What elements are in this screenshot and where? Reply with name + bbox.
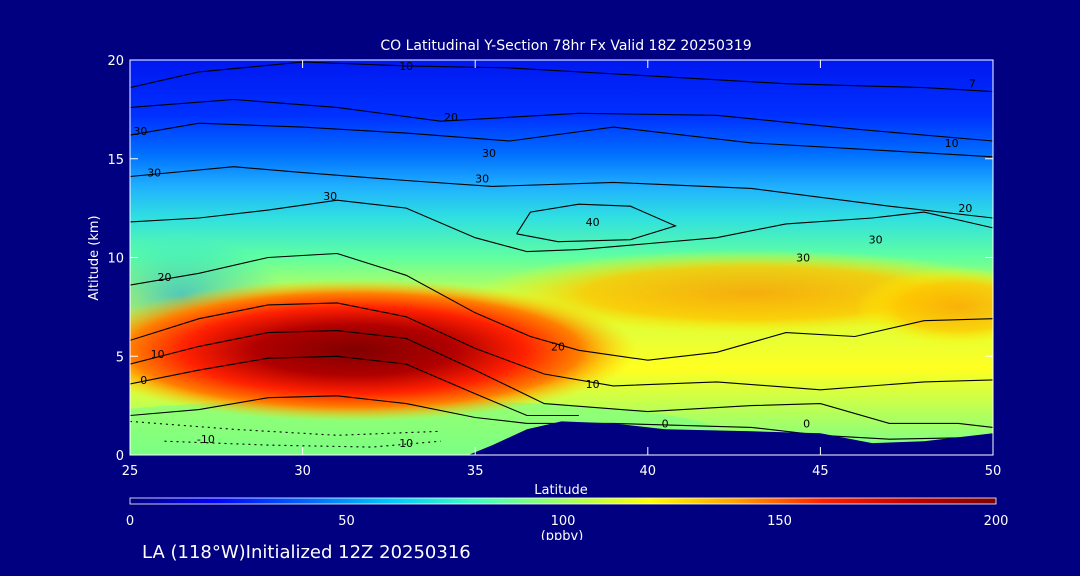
footer-info: LA (118°W)Initialized 12Z 20250316 [142,542,471,563]
contour-label: 30 [133,125,147,138]
contour-label: 0 [803,417,810,430]
contour-label: 20 [551,340,565,353]
contour-lines [130,61,993,448]
contour-line [130,355,579,417]
colorbar-tick-label: 200 [984,514,1009,529]
x-tick-label: 30 [294,464,311,479]
y-tick-label: 5 [116,350,124,365]
x-axis-label: Latitude [534,483,588,498]
contour-label: 30 [147,167,161,180]
contour-label: 30 [323,190,337,203]
contour-label: 10 [399,60,413,73]
x-tick-label: 50 [985,464,1002,479]
contour-label: 20 [958,202,972,215]
contour-label: 0 [140,374,147,387]
y-tick-label: 20 [107,54,124,69]
y-axis-label: Altitude (km) [87,215,102,300]
plot-area: 10 7 20 10 30 30 30 30 30 20 40 30 30 20 10 20 0 10 0 0 -10 1… [130,60,993,455]
orange-region-east [854,267,993,347]
plume-core [130,279,638,422]
colorbar-ticks: 0 50 100 150 200 [126,514,1009,529]
contour-line [130,61,993,93]
contour-label: 20 [444,111,458,124]
colorbar-tick-label: 100 [551,514,576,529]
x-tick-label: 40 [640,464,657,479]
contour-label: 7 [969,78,976,91]
colorbar-tick-label: 50 [338,514,355,529]
colorbar [129,497,997,505]
contour-label: 10 [945,137,959,150]
x-tick-label: 35 [467,464,484,479]
colorbar-tick-label: 0 [126,514,134,529]
x-tick-label: 45 [812,464,829,479]
contour-label: 30 [482,147,496,160]
y-tick-label: 10 [107,252,124,267]
x-tick-label: 25 [122,464,139,479]
contour-labels: 10 7 20 10 30 30 30 30 30 20 40 30 30 20 10 20 0 10 0 0 -10 1… [133,60,975,450]
y-tick-label: 15 [107,153,124,168]
contour-line [130,166,993,219]
y-tick-label: 0 [116,449,124,464]
contour-label: 30 [475,172,489,185]
chart-title: CO Latitudinal Y-Section 78hr Fx Valid 1… [380,38,751,54]
contour-line [130,199,993,253]
contour-line [130,252,993,361]
contour-label: 10 [399,437,413,450]
contour-line [130,330,993,428]
contour-label: 30 [869,234,883,247]
colorbar-tick-label: 150 [767,514,792,529]
contour-line-negative [130,420,441,436]
contour-label: 20 [158,271,172,284]
contour-line-negative [164,440,441,448]
contour-line [516,203,677,243]
terrain-mask [468,421,993,455]
contour-label: 10 [586,378,600,391]
contour-line [130,302,993,391]
contour-label: 40 [586,216,600,229]
contour-label: 30 [796,251,810,264]
contour-line [130,98,993,142]
co-section-chart: CO Latitudinal Y-Section 78hr Fx Valid 1… [87,38,1009,540]
contour-label: 0 [662,417,669,430]
contour-label: 10 [151,348,165,361]
colorbar-unit: (ppbv) [541,529,584,540]
y-axis: 0 5 10 15 20 [107,54,993,464]
contour-line [130,122,993,158]
contour-label: -10 [197,433,215,446]
x-axis: 25 30 35 40 45 50 [122,60,1002,479]
